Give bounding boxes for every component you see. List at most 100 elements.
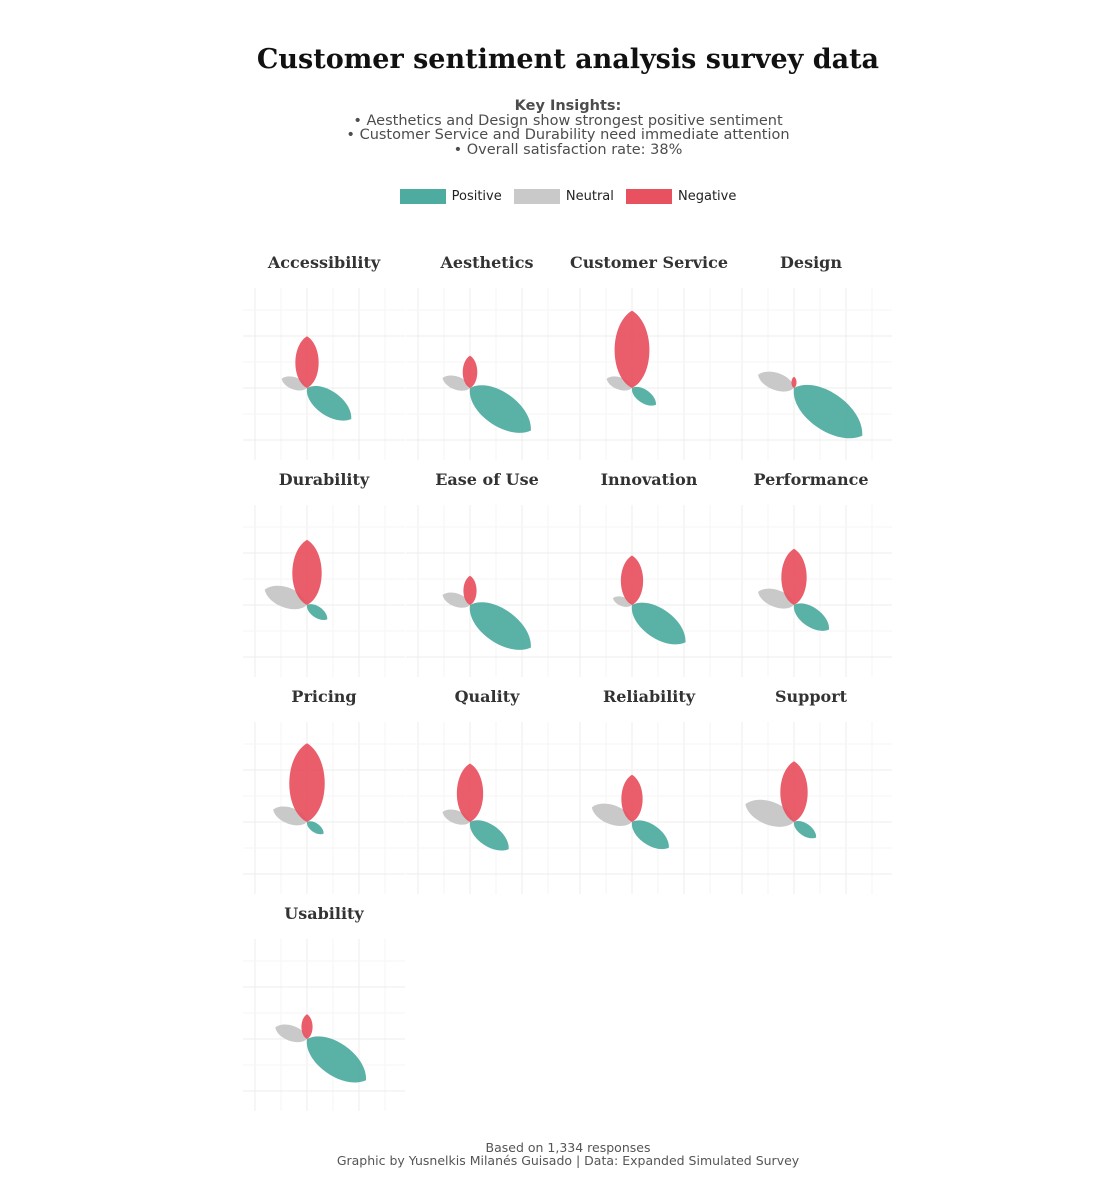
facet-title: Usability <box>284 904 364 923</box>
footer-credit: Graphic by Yusnelkis Milanés Guisado | D… <box>336 1153 800 1168</box>
petal-negative <box>456 763 484 822</box>
legend-item-positive: Positive <box>399 189 502 204</box>
legend-label: Negative <box>678 189 737 204</box>
facet-panel: Customer Service <box>568 243 730 460</box>
grid <box>243 722 405 894</box>
petal-negative <box>289 743 325 822</box>
grid <box>406 722 568 894</box>
petal-negative <box>462 355 478 388</box>
petal-positive <box>631 820 669 850</box>
petal-plot <box>406 505 568 677</box>
petal-plot <box>730 722 892 894</box>
petal-plot <box>243 939 405 1111</box>
petal-plot <box>730 288 892 460</box>
petal-neutral <box>275 1024 307 1043</box>
facet-title: Durability <box>278 470 370 489</box>
petal-positive <box>306 385 352 421</box>
petal-positive <box>306 604 328 620</box>
facet-title: Performance <box>753 470 869 489</box>
petal-plot <box>243 505 405 677</box>
facet-panel: Durability <box>243 460 405 677</box>
petal-negative <box>614 310 650 388</box>
facet-panel: Quality <box>406 677 568 894</box>
facet-title: Support <box>774 687 848 706</box>
petal-positive <box>793 820 817 839</box>
grid <box>406 288 568 460</box>
grid <box>730 505 892 677</box>
petal-positive <box>469 602 531 650</box>
legend-item-neutral: Neutral <box>513 189 614 204</box>
petal-neutral <box>442 375 470 391</box>
footer-responses: Based on 1,334 responses <box>485 1140 651 1155</box>
petal-neutral <box>442 592 470 608</box>
insight-line: • Aesthetics and Design show strongest p… <box>353 112 783 129</box>
facet-title: Design <box>780 253 842 272</box>
petal-negative <box>791 376 797 388</box>
petal-plot <box>406 722 568 894</box>
grid <box>730 722 892 894</box>
petal-negative <box>780 761 808 822</box>
petal-positive <box>306 1036 367 1083</box>
petal-positive <box>631 386 656 406</box>
grid <box>568 722 730 894</box>
facet-title: Aesthetics <box>440 253 534 272</box>
facet-panel: Innovation <box>568 460 730 677</box>
facet-panel: Pricing <box>243 677 405 894</box>
insights-heading: Key Insights: <box>514 98 622 114</box>
petal-plot <box>406 288 568 460</box>
legend-swatch-negative <box>626 189 673 204</box>
legend-item-negative: Negative <box>626 189 736 204</box>
chart-title: Customer sentiment analysis survey data <box>256 44 880 75</box>
key-insights: Key Insights: • Aesthetics and Design sh… <box>0 99 1120 157</box>
petal-positive <box>469 820 509 851</box>
petal-plot <box>568 288 730 460</box>
petal-neutral <box>758 371 794 392</box>
petal-negative <box>781 548 807 605</box>
petal-negative <box>463 575 477 605</box>
facet-title: Innovation <box>600 470 698 489</box>
petal-positive <box>306 821 324 835</box>
footer: Based on 1,334 responses Graphic by Yusn… <box>0 1141 1120 1167</box>
legend-swatch-positive <box>399 189 446 204</box>
facet-title: Pricing <box>291 687 357 706</box>
petal-positive <box>793 603 830 631</box>
petal-positive <box>631 602 686 645</box>
petal-plot <box>243 288 405 460</box>
petal-neutral <box>591 803 632 826</box>
facet-panel: Aesthetics <box>406 243 568 460</box>
facet-panel: Performance <box>730 460 892 677</box>
petal-negative <box>295 336 319 388</box>
petal-negative <box>292 539 322 605</box>
petal-negative <box>620 555 644 605</box>
facet-title: Reliability <box>602 687 696 706</box>
insight-line: • Overall satisfaction rate: 38% <box>453 141 683 158</box>
petal-negative <box>621 774 643 822</box>
grid <box>243 939 405 1111</box>
legend: Positive Neutral Negative <box>0 189 1120 208</box>
insight-line: • Customer Service and Durability need i… <box>346 127 790 143</box>
grid <box>406 505 568 677</box>
facet-title: Customer Service <box>569 253 728 272</box>
petal-plot <box>568 722 730 894</box>
petal-negative <box>301 1014 313 1039</box>
petal-positive <box>793 384 863 439</box>
facet-title: Accessibility <box>267 253 381 272</box>
grid <box>730 288 892 460</box>
legend-label: Positive <box>451 189 502 204</box>
petal-plot <box>730 505 892 677</box>
facet-panel: Ease of Use <box>406 460 568 677</box>
grid <box>568 288 730 460</box>
petal-plot <box>243 722 405 894</box>
facet-title: Ease of Use <box>435 470 539 489</box>
petal-neutral <box>745 799 794 827</box>
facet-panel: Support <box>730 677 892 894</box>
grid <box>568 505 730 677</box>
legend-label: Neutral <box>565 189 614 204</box>
facet-panel: Accessibility <box>243 243 405 460</box>
grid <box>243 288 405 460</box>
legend-swatch-neutral <box>513 189 560 204</box>
facet-title: Quality <box>454 687 520 706</box>
facet-panel: Design <box>730 243 892 460</box>
facet-panel: Reliability <box>568 677 730 894</box>
